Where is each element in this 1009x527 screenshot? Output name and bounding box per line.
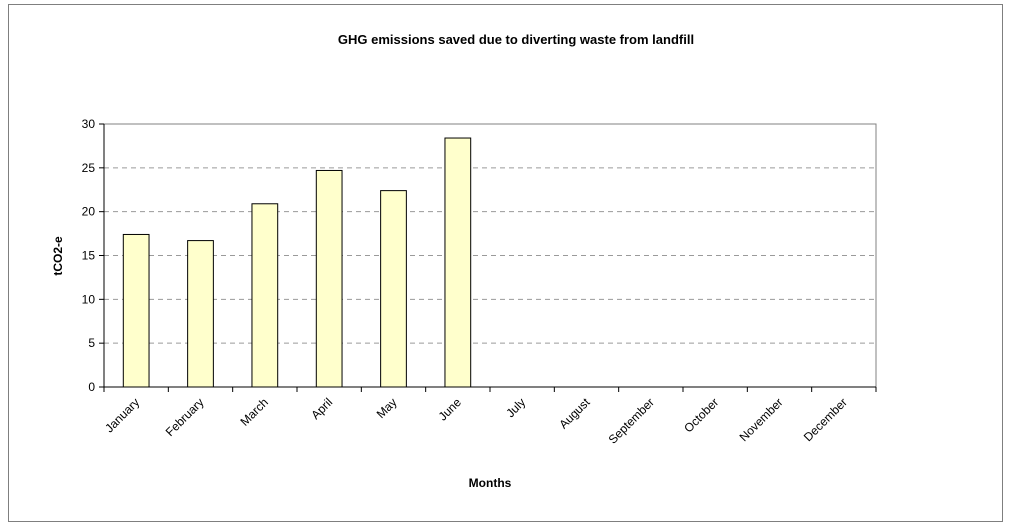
x-tick-label: October (681, 395, 721, 435)
y-tick-label: 25 (82, 161, 96, 175)
bar-may (380, 190, 407, 388)
x-tick-label: March (237, 395, 270, 428)
bar-june (444, 137, 472, 388)
x-tick-label: July (503, 395, 528, 420)
x-tick-label: February (163, 395, 207, 439)
chart-frame (8, 4, 1003, 522)
x-tick-label: May (374, 395, 400, 421)
chart-title: GHG emissions saved due to diverting was… (338, 32, 694, 47)
plot-area: 0 5 10 15 20 25 30 January February March April May… (82, 117, 877, 447)
x-tick-label: September (606, 395, 657, 446)
bar-february (187, 240, 214, 388)
bar-january (122, 233, 150, 388)
y-tick-label: 30 (82, 117, 96, 131)
y-tick-label: 15 (82, 249, 96, 263)
x-tick-label: January (102, 395, 142, 435)
y-tick-label: 20 (82, 205, 96, 219)
x-tick-label: April (308, 395, 335, 422)
y-axis-title: tCO2-e (51, 236, 65, 276)
y-tick-label: 10 (82, 292, 96, 306)
x-axis-title: Months (469, 476, 512, 490)
y-tick-label: 0 (88, 380, 95, 394)
x-tick-label: December (801, 395, 850, 444)
x-tick-label: August (556, 395, 593, 432)
y-tick-label: 5 (88, 336, 95, 350)
bar-march (251, 203, 279, 388)
x-tick-label: November (737, 395, 786, 444)
bar-april (315, 169, 343, 388)
plot-border (103, 123, 877, 388)
x-tick-label: June (436, 395, 465, 424)
